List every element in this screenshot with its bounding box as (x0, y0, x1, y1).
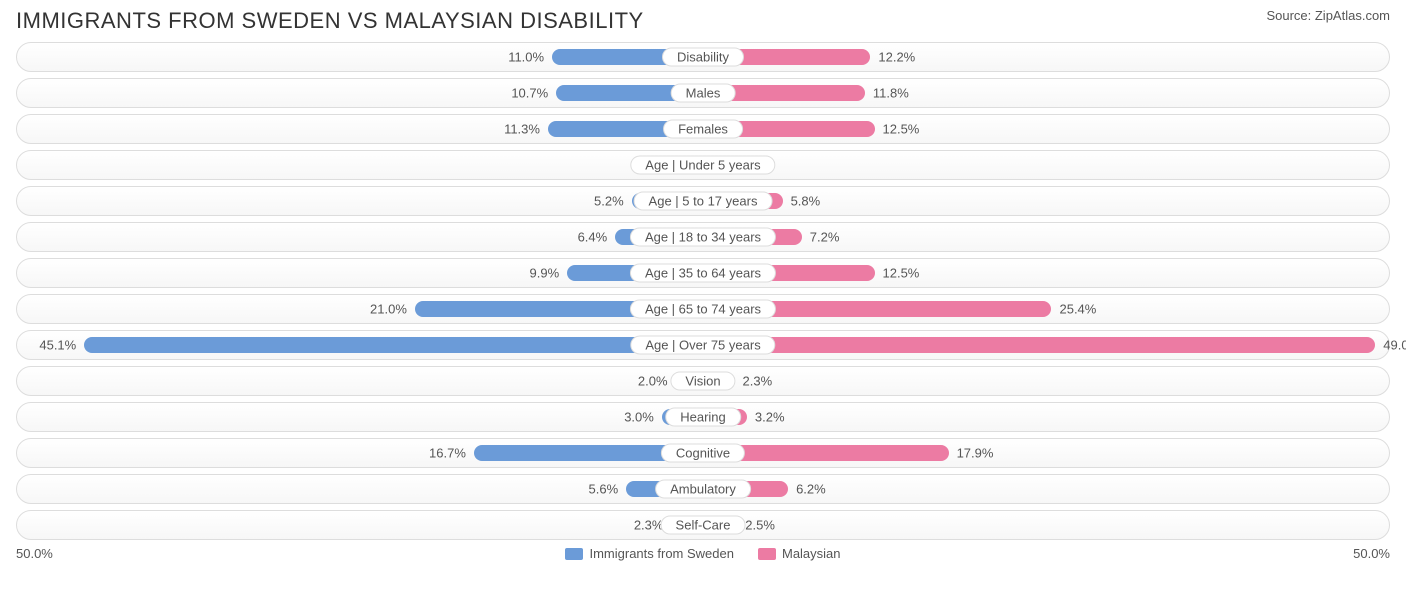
value-label-right: 6.2% (796, 482, 826, 497)
category-label: Females (663, 120, 743, 139)
value-label-left: 11.3% (504, 122, 540, 137)
chart-row: 21.0% 25.4% Age | 65 to 74 years (16, 294, 1390, 324)
legend-label-right: Malaysian (782, 546, 841, 561)
chart-title: IMMIGRANTS FROM SWEDEN VS MALAYSIAN DISA… (16, 8, 644, 34)
value-label-right: 49.0% (1383, 338, 1406, 353)
axis-max-left: 50.0% (16, 546, 53, 561)
category-label: Disability (662, 48, 744, 67)
legend-label-left: Immigrants from Sweden (589, 546, 734, 561)
value-label-left: 2.0% (638, 374, 668, 389)
chart-row: 2.0% 2.3% Vision (16, 366, 1390, 396)
bar-left (84, 337, 703, 353)
category-label: Age | 5 to 17 years (634, 192, 773, 211)
value-label-left: 9.9% (530, 266, 560, 281)
value-label-left: 11.0% (508, 50, 544, 65)
chart-row: 11.0% 12.2% Disability (16, 42, 1390, 72)
category-label: Age | Over 75 years (630, 336, 775, 355)
chart-row: 1.1%1.3%Age | Under 5 years (16, 150, 1390, 180)
chart-row: 16.7% 17.9% Cognitive (16, 438, 1390, 468)
value-label-right: 7.2% (810, 230, 840, 245)
value-label-left: 5.2% (594, 194, 624, 209)
legend-swatch-right (758, 548, 776, 560)
chart-row: 45.1%49.0%Age | Over 75 years (16, 330, 1390, 360)
legend: Immigrants from Sweden Malaysian (53, 546, 1353, 561)
value-label-right: 12.5% (883, 122, 920, 137)
value-label-right: 25.4% (1059, 302, 1096, 317)
category-label: Age | 65 to 74 years (630, 300, 776, 319)
category-label: Vision (670, 372, 735, 391)
value-label-right: 5.8% (791, 194, 821, 209)
value-label-right: 12.2% (878, 50, 915, 65)
category-label: Age | 18 to 34 years (630, 228, 776, 247)
value-label-left: 10.7% (511, 86, 548, 101)
legend-swatch-left (565, 548, 583, 560)
value-label-right: 17.9% (957, 446, 994, 461)
chart-row: 5.2% 5.8% Age | 5 to 17 years (16, 186, 1390, 216)
value-label-right: 2.3% (743, 374, 773, 389)
chart-row: 5.6% 6.2% Ambulatory (16, 474, 1390, 504)
value-label-right: 3.2% (755, 410, 785, 425)
chart-area: 11.0% 12.2% Disability 10.7% 11.8% Males 11.3%… (0, 38, 1406, 540)
category-label: Ambulatory (655, 480, 751, 499)
category-label: Age | 35 to 64 years (630, 264, 776, 283)
category-label: Cognitive (661, 444, 745, 463)
chart-row: 6.4% 7.2% Age | 18 to 34 years (16, 222, 1390, 252)
axis-max-right: 50.0% (1353, 546, 1390, 561)
legend-item-left: Immigrants from Sweden (565, 546, 734, 561)
value-label-left: 3.0% (624, 410, 654, 425)
value-label-right: 11.8% (873, 86, 909, 101)
value-label-left: 2.3% (634, 518, 664, 533)
chart-row: 9.9% 12.5% Age | 35 to 64 years (16, 258, 1390, 288)
chart-row: 11.3% 12.5% Females (16, 114, 1390, 144)
category-label: Hearing (665, 408, 741, 427)
value-label-left: 6.4% (578, 230, 608, 245)
value-label-left: 45.1% (39, 338, 76, 353)
chart-row: 2.3% 2.5%Self-Care (16, 510, 1390, 540)
value-label-right: 2.5% (745, 518, 775, 533)
category-label: Males (671, 84, 736, 103)
bar-right (703, 337, 1375, 353)
value-label-left: 21.0% (370, 302, 407, 317)
source-attribution: Source: ZipAtlas.com (1266, 8, 1390, 23)
value-label-left: 5.6% (589, 482, 619, 497)
category-label: Self-Care (661, 516, 746, 535)
legend-item-right: Malaysian (758, 546, 841, 561)
chart-row: 10.7% 11.8% Males (16, 78, 1390, 108)
chart-row: 3.0% 3.2% Hearing (16, 402, 1390, 432)
value-label-right: 12.5% (883, 266, 920, 281)
category-label: Age | Under 5 years (630, 156, 775, 175)
value-label-left: 16.7% (429, 446, 466, 461)
